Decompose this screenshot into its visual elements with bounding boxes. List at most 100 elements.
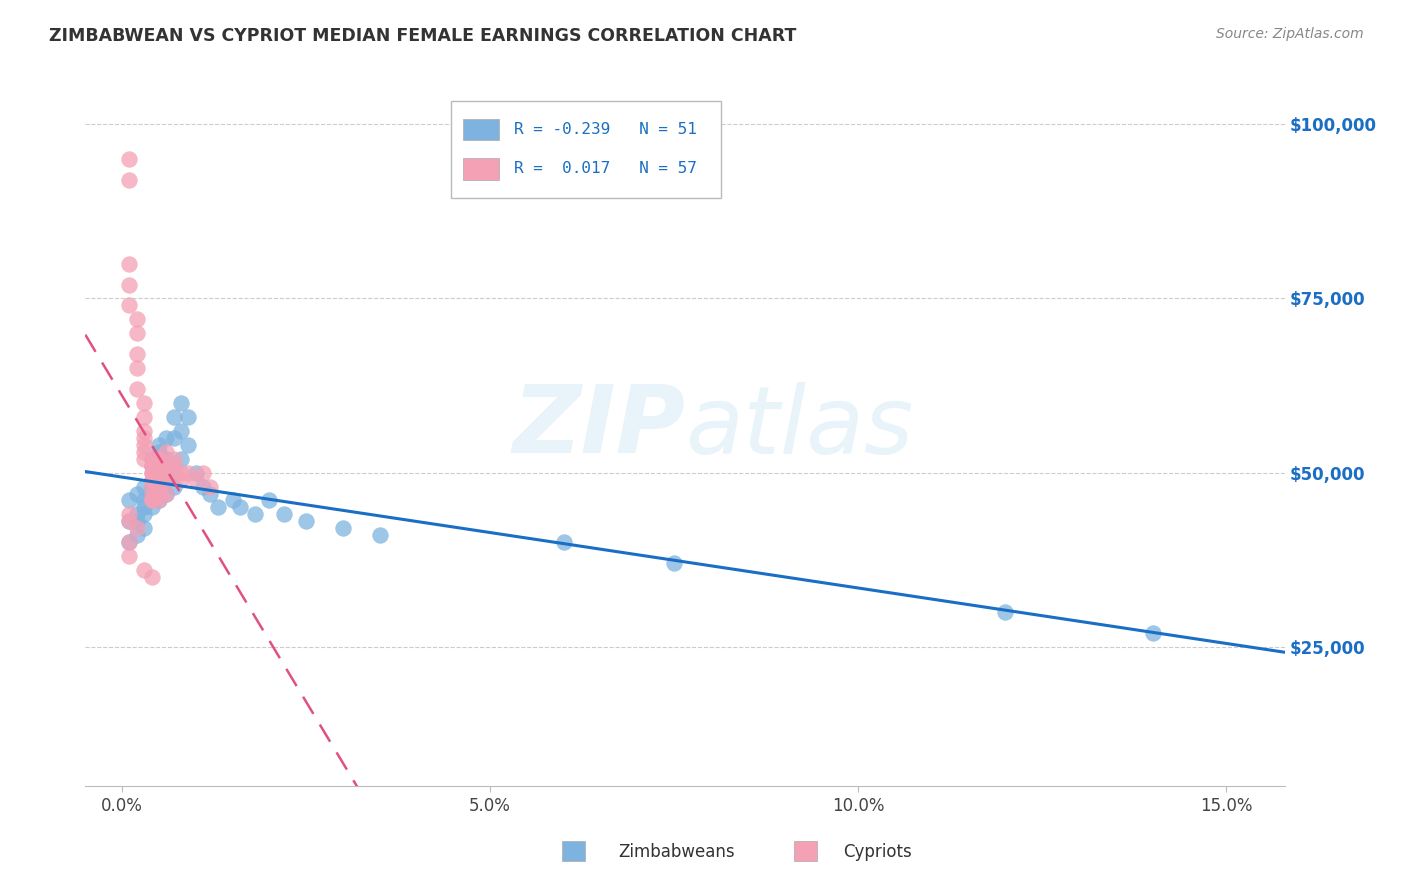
Point (162, 458, 184, 473)
Point (134, 396, 156, 410)
Point (125, 486, 148, 500)
Point (141, 466, 163, 480)
Point (141, 458, 163, 473)
Point (184, 466, 207, 480)
Point (118, 515, 141, 529)
Point (191, 479, 214, 493)
Point (170, 466, 193, 480)
Point (170, 424, 193, 438)
Point (118, 257, 141, 271)
Text: Zimbabweans: Zimbabweans (619, 843, 735, 861)
Point (200, 479, 222, 493)
Point (155, 486, 177, 500)
Point (162, 451, 184, 466)
Point (141, 466, 163, 480)
Point (259, 493, 281, 508)
Point (134, 521, 156, 535)
Point (141, 451, 163, 466)
Point (273, 508, 295, 522)
Point (118, 535, 141, 549)
Point (177, 409, 200, 424)
Point (148, 466, 170, 480)
Point (141, 570, 163, 584)
Point (155, 473, 177, 487)
FancyBboxPatch shape (463, 158, 499, 180)
Point (125, 382, 148, 396)
Point (125, 312, 148, 326)
Text: atlas: atlas (685, 382, 914, 473)
Point (118, 298, 141, 312)
Point (207, 500, 229, 515)
Point (148, 444, 170, 458)
Point (243, 508, 266, 522)
Point (177, 438, 200, 452)
Point (118, 277, 141, 292)
Point (118, 535, 141, 549)
Point (125, 326, 148, 341)
Point (200, 486, 222, 500)
Point (125, 521, 148, 535)
Point (134, 493, 156, 508)
Point (141, 473, 163, 487)
Point (162, 409, 184, 424)
Point (134, 508, 156, 522)
FancyBboxPatch shape (463, 119, 499, 140)
Point (148, 493, 170, 508)
Point (141, 486, 163, 500)
Point (125, 508, 148, 522)
Point (134, 451, 156, 466)
Point (141, 479, 163, 493)
Point (118, 508, 141, 522)
Point (118, 549, 141, 564)
Point (170, 396, 193, 410)
Point (332, 521, 354, 535)
Point (141, 451, 163, 466)
Point (118, 173, 141, 187)
Point (148, 473, 170, 487)
Point (148, 466, 170, 480)
Point (141, 493, 163, 508)
Point (125, 528, 148, 542)
Text: Source: ZipAtlas.com: Source: ZipAtlas.com (1216, 27, 1364, 41)
Point (162, 479, 184, 493)
Point (125, 361, 148, 376)
Point (368, 528, 391, 542)
Point (134, 431, 156, 445)
Point (191, 466, 214, 480)
Point (155, 451, 177, 466)
Point (148, 479, 170, 493)
Point (994, 605, 1017, 619)
Point (134, 424, 156, 438)
Point (553, 535, 575, 549)
Point (221, 493, 243, 508)
Text: ZIP: ZIP (512, 382, 685, 474)
Point (141, 473, 163, 487)
Text: ZIMBABWEAN VS CYPRIOT MEDIAN FEMALE EARNINGS CORRELATION CHART: ZIMBABWEAN VS CYPRIOT MEDIAN FEMALE EARN… (49, 27, 797, 45)
Point (134, 563, 156, 577)
Point (148, 451, 170, 466)
Point (141, 458, 163, 473)
Point (118, 515, 141, 529)
Point (170, 473, 193, 487)
Point (662, 556, 685, 570)
Point (155, 473, 177, 487)
Point (155, 486, 177, 500)
Point (141, 493, 163, 508)
Point (155, 431, 177, 445)
Text: R = -0.239   N = 51: R = -0.239 N = 51 (513, 122, 696, 137)
Point (141, 458, 163, 473)
FancyBboxPatch shape (451, 101, 721, 198)
Text: R =  0.017   N = 57: R = 0.017 N = 57 (513, 161, 696, 177)
Point (155, 466, 177, 480)
Point (141, 479, 163, 493)
Point (134, 438, 156, 452)
Point (229, 500, 252, 515)
Point (148, 493, 170, 508)
Point (134, 500, 156, 515)
Point (118, 152, 141, 166)
Point (170, 451, 193, 466)
Point (141, 486, 163, 500)
Point (148, 479, 170, 493)
Point (148, 451, 170, 466)
Point (162, 466, 184, 480)
